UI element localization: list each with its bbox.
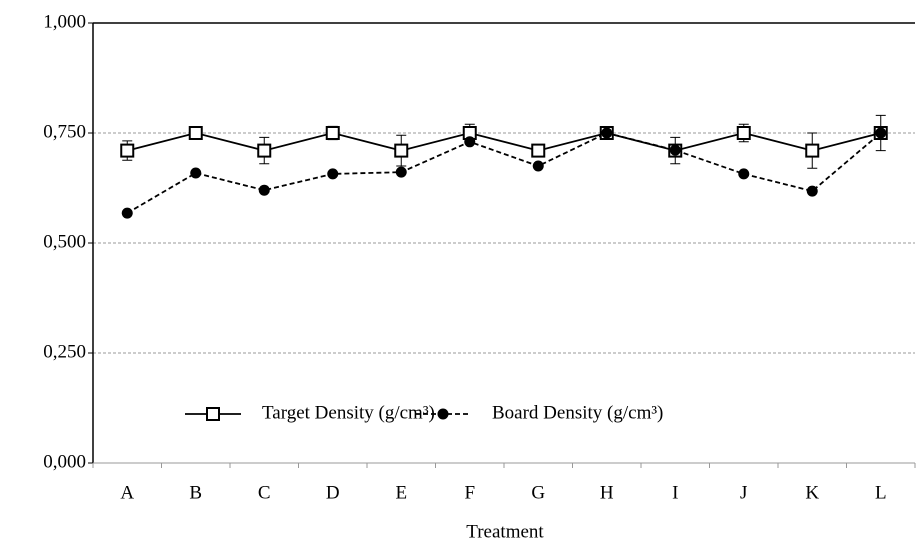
y-tick-label: 0,000 bbox=[43, 451, 86, 472]
series-line bbox=[126, 132, 882, 214]
data-point bbox=[190, 167, 202, 179]
legend-marker bbox=[437, 408, 449, 420]
x-tick-label: B bbox=[189, 482, 202, 503]
legend-label: Target Density (g/cm³) bbox=[262, 402, 435, 423]
y-tick-label: 1,000 bbox=[43, 11, 86, 32]
series-line bbox=[127, 132, 881, 152]
x-tick-label: I bbox=[672, 482, 678, 503]
data-point bbox=[601, 127, 613, 139]
x-tick-label: L bbox=[875, 482, 887, 503]
legend-marker bbox=[206, 407, 220, 421]
data-point bbox=[806, 185, 818, 197]
y-tick-label: 0,750 bbox=[43, 121, 86, 142]
x-tick-label: H bbox=[600, 482, 614, 503]
x-tick-label: J bbox=[740, 482, 747, 503]
data-point bbox=[736, 126, 751, 140]
x-tick-label: G bbox=[531, 482, 545, 503]
data-point bbox=[738, 168, 750, 180]
data-point bbox=[258, 184, 270, 196]
x-tick-label: K bbox=[805, 482, 819, 503]
data-point bbox=[875, 127, 887, 139]
data-point bbox=[394, 143, 409, 158]
data-point bbox=[120, 143, 135, 158]
data-point bbox=[121, 207, 133, 219]
data-point bbox=[532, 160, 544, 172]
data-point bbox=[464, 136, 476, 148]
x-tick-label: A bbox=[120, 482, 134, 503]
data-point bbox=[257, 143, 272, 158]
data-point bbox=[395, 166, 407, 178]
legend-label: Board Density (g/cm³) bbox=[492, 402, 663, 423]
data-point bbox=[325, 126, 340, 140]
data-point bbox=[531, 143, 546, 158]
x-tick-label: C bbox=[258, 482, 271, 503]
x-axis-label: Treatment bbox=[466, 521, 544, 542]
y-tick-label: 0,250 bbox=[43, 341, 86, 362]
x-tick-label: F bbox=[464, 482, 475, 503]
y-tick-label: 0,500 bbox=[43, 231, 86, 252]
x-tick-label: D bbox=[326, 482, 340, 503]
x-tick-label: E bbox=[395, 482, 407, 503]
data-point bbox=[327, 168, 339, 180]
data-point bbox=[669, 144, 681, 156]
data-point bbox=[805, 143, 820, 158]
data-point bbox=[188, 126, 203, 140]
